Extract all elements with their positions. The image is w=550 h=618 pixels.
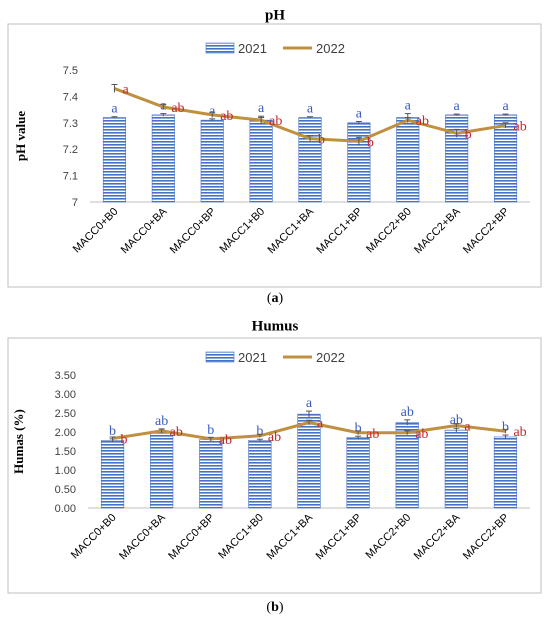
bar-significance-letter: a (502, 99, 509, 114)
y-tick-label: 7.4 (63, 91, 78, 103)
chart-title: Humus (252, 318, 299, 334)
x-tick-label: MACC1+B0 (216, 512, 266, 562)
bar-significance-letter: b (207, 423, 214, 438)
chart-title: pH (265, 7, 285, 23)
line-significance-letter: ab (514, 119, 527, 134)
bar-2021 (444, 429, 468, 509)
line-significance-letter: a (122, 82, 129, 97)
line-significance-letter: ab (269, 114, 282, 129)
x-tick-label: MACC0+BA (117, 511, 168, 562)
x-tick-label: MACC2+B0 (364, 512, 414, 562)
bar-significance-letter: a (454, 99, 461, 114)
x-tick-label: MACC1+BA (265, 205, 316, 256)
y-tick-label: 3.00 (55, 389, 76, 401)
x-tick-label: MACC0+BP (166, 512, 217, 563)
bar-2021 (298, 117, 322, 203)
bar-2021 (199, 439, 223, 509)
x-tick-label: MACC1+BP (314, 206, 365, 257)
bar-significance-letter: b (502, 420, 509, 435)
caption-a: (a) (267, 291, 284, 306)
bar-2021 (102, 117, 126, 203)
x-tick-label: MACC2+BP (461, 206, 512, 257)
bar-significance-letter: a (258, 101, 265, 116)
y-tick-label: 7.5 (63, 65, 78, 77)
y-tick-label: 0.50 (55, 484, 76, 496)
y-tick-label: 7.2 (63, 144, 78, 156)
bar-significance-letter: a (209, 104, 216, 119)
y-tick-label: 7.3 (63, 118, 78, 130)
bar-2021 (493, 436, 518, 509)
x-tick-label: MACC0+BP (168, 206, 219, 257)
bar-significance-letter: a (306, 396, 313, 411)
y-tick-label: 1.50 (55, 446, 76, 458)
bar-2021 (396, 117, 420, 203)
line-significance-letter: ab (366, 427, 379, 442)
x-tick-label: MACC2+BP (461, 512, 512, 563)
x-tick-label: MACC2+BA (412, 511, 463, 562)
x-tick-label: MACC2+B0 (364, 206, 414, 256)
line-significance-letter: ab (171, 101, 184, 116)
x-tick-label: MACC1+B0 (217, 206, 267, 256)
legend-swatch-2021 (205, 42, 235, 54)
line-significance-letter: ab (268, 430, 281, 445)
legend-label-2022: 2022 (316, 350, 345, 365)
bar-significance-letter: b (109, 424, 116, 439)
y-tick-label: 7 (72, 197, 78, 209)
x-tick-label: MACC0+B0 (69, 512, 119, 562)
caption-b: (b) (266, 600, 283, 615)
y-tick-label: 2.50 (55, 408, 76, 420)
x-tick-label: MACC1+BA (264, 511, 315, 562)
line-significance-letter: ab (220, 109, 233, 124)
line-significance-letter: ab (416, 114, 429, 129)
line-significance-letter: ab (415, 427, 428, 442)
legend-label-2022: 2022 (316, 41, 345, 56)
bar-significance-letter: a (405, 99, 412, 114)
line-significance-letter: b (465, 127, 472, 142)
bar-significance-letter: a (111, 102, 118, 117)
line-significance-letter: a (317, 417, 324, 432)
y-axis-label: pH value (13, 111, 28, 161)
x-tick-label: MACC2+BA (412, 205, 463, 256)
bar-significance-letter: ab (401, 405, 414, 420)
bar-2021 (151, 114, 175, 203)
y-tick-label: 1.00 (55, 465, 76, 477)
bar-significance-letter: a (356, 106, 363, 121)
chart-frame (7, 23, 542, 288)
line-significance-letter: ab (219, 433, 232, 448)
line-significance-letter: ab (513, 425, 526, 440)
bar-2021 (346, 437, 370, 509)
line-significance-letter: a (464, 420, 471, 435)
line-significance-letter: ab (170, 425, 183, 440)
bar-significance-letter: a (307, 102, 314, 117)
line-significance-letter: b (318, 133, 325, 148)
y-tick-label: 3.50 (55, 370, 76, 382)
bar-2021 (100, 440, 125, 509)
bar-significance-letter: ab (155, 414, 168, 429)
legend-label-2021: 2021 (238, 41, 267, 56)
bar-2021 (150, 430, 174, 509)
bar-2021 (249, 119, 273, 203)
y-axis-label: Humas (%) (11, 409, 26, 474)
bar-significance-letter: b (256, 424, 263, 439)
line-significance-letter: b (121, 432, 128, 447)
x-tick-label: MACC0+B0 (71, 206, 121, 256)
bar-significance-letter: b (355, 421, 362, 436)
line-significance-letter: b (367, 135, 374, 150)
legend-label-2021: 2021 (238, 350, 267, 365)
chart-frame (7, 337, 542, 594)
y-tick-label: 0.00 (55, 503, 76, 515)
bar-2021 (200, 119, 224, 203)
y-tick-label: 7.1 (63, 171, 78, 183)
bar-2021 (248, 440, 272, 509)
x-tick-label: MACC0+BA (119, 205, 170, 256)
chart-panel-b: Humus 2021 2022 0.00 0.50 1.00 1.50 2.00 2.50 3.0… (7, 318, 542, 594)
legend-swatch-2021 (205, 351, 235, 363)
x-tick-label: MACC1+BP (314, 512, 365, 563)
y-tick-label: 2.00 (55, 427, 76, 439)
